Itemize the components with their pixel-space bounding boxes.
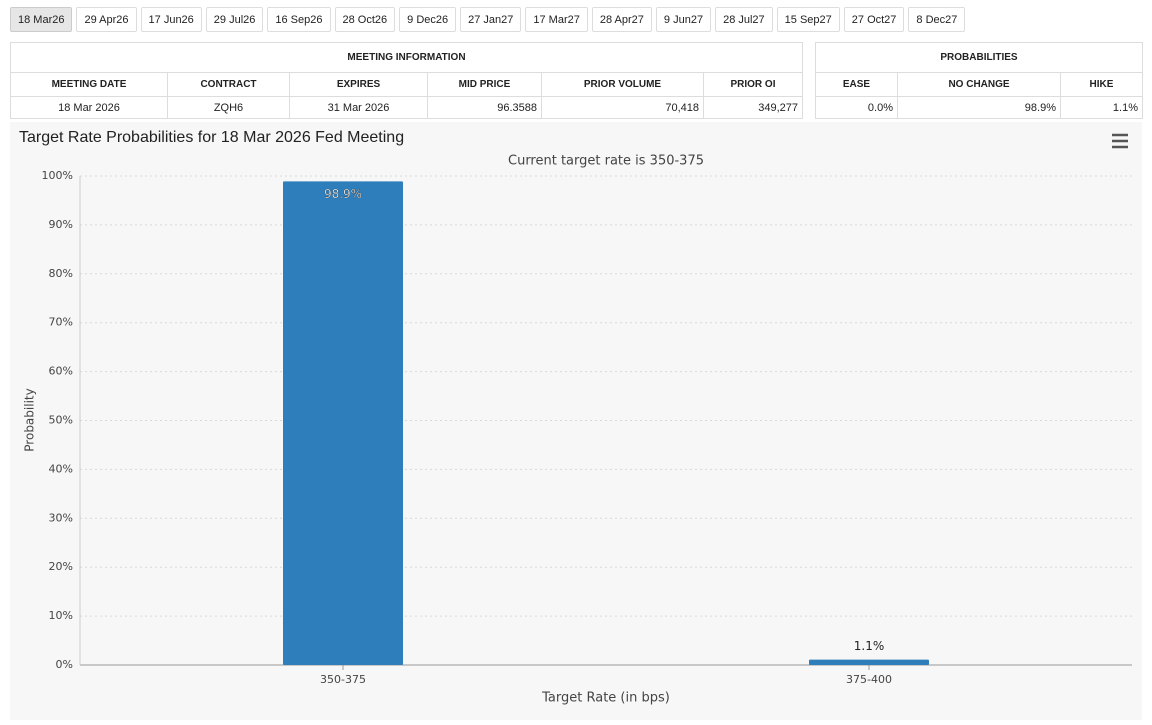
y-tick-label: 40% [49,462,73,475]
column-header: PRIOR OI [703,72,803,97]
tab[interactable]: 15 Sep27 [776,7,840,32]
chart: Target Rate Probabilities for 18 Mar 202… [10,122,1142,720]
tab[interactable]: 28 Apr27 [591,7,652,32]
cell: 96.3588 [427,96,542,119]
y-axis-label: Probability [23,388,37,451]
cell: 70,418 [541,96,704,119]
data-label: 98.9% [324,187,362,201]
tab[interactable]: 29 Jul26 [205,7,264,32]
tab[interactable]: 27 Oct27 [843,7,905,32]
x-tick-label: 375-400 [846,673,892,686]
y-tick-label: 60% [49,365,73,378]
y-tick-label: 90% [49,218,73,231]
cell: ZQH6 [167,96,290,119]
x-axis-label: Target Rate (in bps) [541,691,670,706]
column-header: EASE [815,72,898,97]
meeting-table: MEETING INFORMATION MEETING DATE CONTRACT E… [10,42,803,119]
tab[interactable]: 28 Oct26 [334,7,396,32]
bar [283,181,403,665]
y-tick-label: 80% [49,267,73,280]
column-header: MEETING DATE [10,72,168,97]
tab[interactable]: 28 Jul27 [715,7,773,32]
tab[interactable]: 8 Dec27 [908,7,966,32]
column-header: CONTRACT [167,72,290,97]
tab-bar: 18 Mar26 29 Apr26 17 Jun26 29 Jul26 16 Sep26… [10,7,966,32]
tab[interactable]: 29 Apr26 [76,7,137,32]
probabilities-table: PROBABILITIES EASE NO CHANGE HIKE 0.0% 98.9% 1… [815,42,1143,119]
y-tick-label: 70% [49,316,73,329]
data-label: 1.1% [854,639,885,653]
tab[interactable]: 9 Jun27 [655,7,712,32]
table-title: MEETING INFORMATION [10,42,803,73]
header-row: EASE NO CHANGE HIKE [815,72,1143,97]
column-header: PRIOR VOLUME [541,72,704,97]
column-header: HIKE [1060,72,1143,97]
y-tick-label: 30% [49,511,73,524]
title-row: MEETING INFORMATION [10,42,803,73]
tab[interactable]: 18 Mar26 [10,7,73,32]
cell: 1.1% [1060,96,1143,119]
chart-subtitle: Current target rate is 350-375 [508,154,704,169]
cell: 98.9% [897,96,1061,119]
tab[interactable]: 17 Mar27 [525,7,588,32]
column-header: NO CHANGE [897,72,1061,97]
cell: 0.0% [815,96,898,119]
tab[interactable]: 17 Jun26 [140,7,202,32]
y-tick-label: 50% [49,414,73,427]
y-tick-label: 100% [42,169,73,182]
x-tick-label: 350-375 [320,673,366,686]
cell: 18 Mar 2026 [10,96,168,119]
chart-title: Target Rate Probabilities for 18 Mar 202… [19,129,404,146]
table-title: PROBABILITIES [815,42,1143,73]
y-tick-label: 10% [49,609,73,622]
cell: 349,277 [703,96,803,119]
y-tick-label: 20% [49,560,73,573]
tab[interactable]: 9 Dec26 [399,7,457,32]
bar [809,659,929,665]
column-header: EXPIRES [289,72,428,97]
cell: 31 Mar 2026 [289,96,428,119]
tab[interactable]: 27 Jan27 [460,7,522,32]
header-row: MEETING DATE CONTRACT EXPIRES MID PRICE PRIO… [10,72,803,97]
column-header: MID PRICE [427,72,542,97]
data-row: 0.0% 98.9% 1.1% [815,96,1143,119]
tab[interactable]: 16 Sep26 [267,7,331,32]
data-row: 18 Mar 2026 ZQH6 31 Mar 2026 96.3588 70,418 3… [10,96,803,119]
y-tick-label: 0% [56,658,73,671]
menu-icon[interactable] [1112,133,1128,149]
title-row: PROBABILITIES [815,42,1143,73]
